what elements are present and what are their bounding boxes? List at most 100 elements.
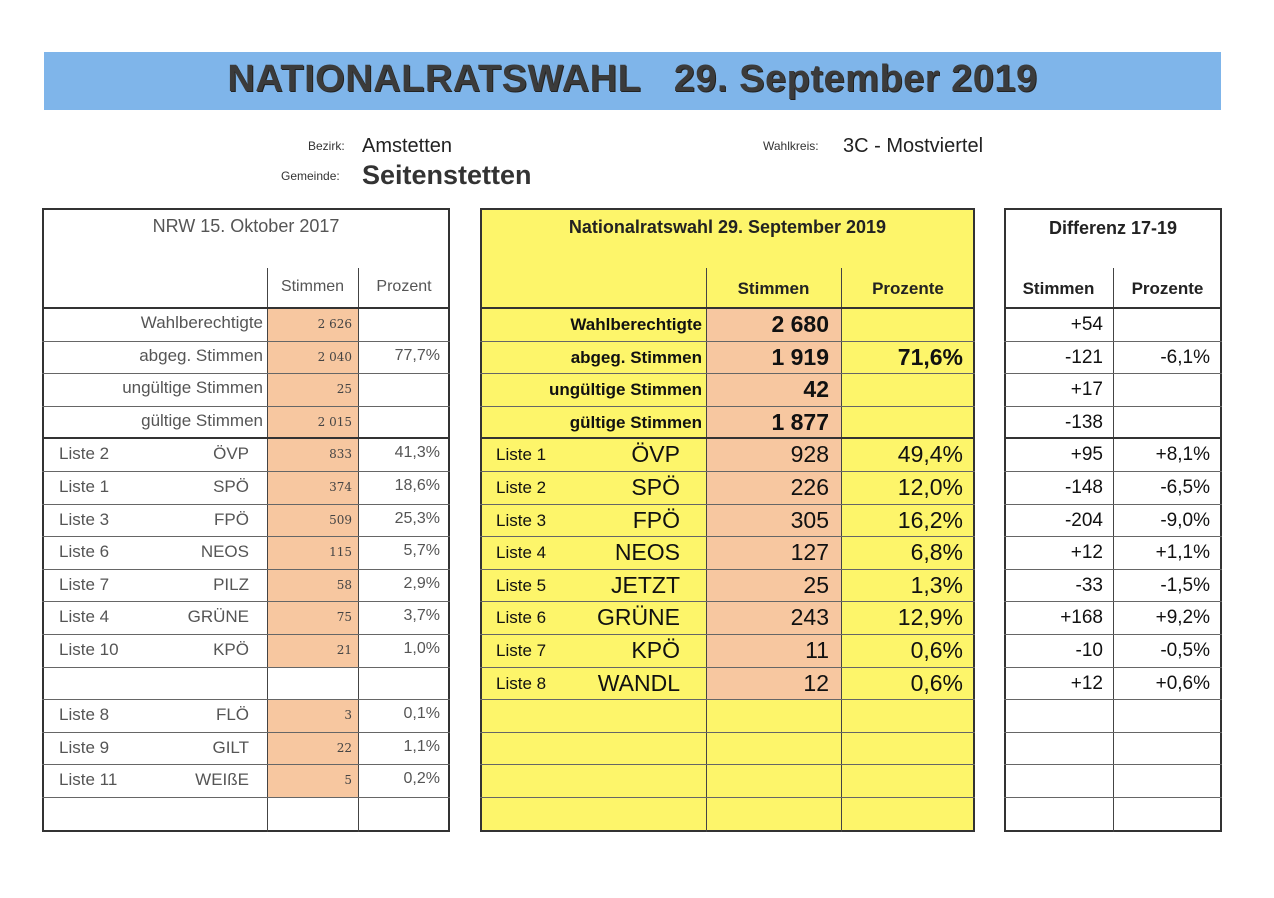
stimmen-highlight [268, 732, 358, 765]
differenz-prozent: -6,5% [1160, 477, 1210, 498]
grid-line [1004, 797, 1222, 798]
summary-label: ungültige Stimmen [122, 378, 263, 398]
grid-line [42, 536, 450, 538]
summary-label: abgeg. Stimmen [570, 347, 702, 367]
liste-label: Liste 9 [59, 737, 110, 757]
grid-line [42, 503, 450, 505]
grid-line [1004, 634, 1222, 635]
liste-label: Liste 8 [496, 673, 547, 693]
liste-label: Liste 2 [59, 444, 110, 464]
grid-line [480, 536, 975, 538]
stimmen-value: 115 [329, 545, 352, 560]
grid-line [1004, 340, 1222, 342]
stimmen-value: 21 [336, 643, 352, 657]
liste-label: Liste 5 [496, 575, 547, 595]
page-title: NATIONALRATSWAHL 29. September 2019 [227, 58, 1038, 100]
differenz-prozent: +1,1% [1155, 542, 1210, 564]
partei-label: FPÖ [632, 506, 680, 533]
table-2017 [42, 208, 450, 832]
differenz-stimmen: +168 [1060, 607, 1103, 629]
table-2017-title: NRW 15. Oktober 2017 [152, 216, 340, 236]
partei-label: GRÜNE [187, 607, 249, 627]
stimmen-value: 127 [790, 539, 829, 566]
bezirk-value: Amstetten [362, 135, 453, 157]
prozent-value: 3,7% [403, 607, 440, 625]
grid-line [1004, 699, 1222, 701]
grid-line [841, 268, 842, 832]
differenz-stimmen: +95 [1070, 444, 1103, 466]
prozent-value: 1,1% [403, 737, 440, 755]
col-header-prozente: Prozente [872, 279, 944, 298]
partei-label: FPÖ [214, 509, 249, 529]
liste-label: Liste 10 [59, 640, 119, 659]
grid-line [42, 568, 450, 570]
differenz-stimmen: -33 [1075, 574, 1103, 596]
stimmen-value: 1 877 [771, 408, 829, 435]
liste-label: Liste 2 [496, 478, 547, 497]
summary-label: ungültige Stimmen [549, 380, 702, 400]
prozent-value: 0,2% [403, 770, 440, 788]
grid-line [1004, 503, 1222, 505]
grid-line [480, 568, 975, 570]
stimmen-highlight [707, 341, 841, 374]
prozent-value: 2,9% [403, 574, 440, 592]
grid-line [267, 268, 268, 832]
grid-line [42, 437, 450, 440]
prozent-value: 41,3% [394, 444, 440, 462]
grid-line [480, 764, 975, 766]
grid-line [706, 268, 707, 832]
prozent-value: 12,9% [897, 604, 963, 631]
stimmen-value: 75 [336, 610, 352, 625]
grid-line [1004, 471, 1222, 472]
differenz-stimmen: +12 [1070, 672, 1103, 694]
stimmen-value: 42 [803, 376, 829, 403]
differenz-stimmen: +54 [1070, 314, 1103, 335]
grid-line [1004, 373, 1222, 375]
wahlkreis-label: Wahlkreis: [763, 139, 819, 153]
liste-label: Liste 4 [496, 543, 547, 563]
prozent-value: 25,3% [394, 509, 440, 527]
liste-label: Liste 6 [496, 608, 547, 628]
stimmen-highlight [268, 700, 358, 732]
grid-line [42, 764, 450, 766]
liste-label: Liste 6 [59, 542, 110, 562]
prozent-value: 6,8% [910, 539, 963, 566]
liste-label: Liste 3 [496, 510, 547, 530]
stimmen-highlight [707, 439, 841, 471]
gemeinde-label: Gemeinde: [281, 169, 340, 183]
prozent-value: 71,6% [897, 343, 963, 370]
stimmen-value: 3 [344, 708, 352, 723]
stimmen-highlight [268, 309, 358, 341]
col-header-stimmen: Stimmen [1022, 279, 1095, 298]
stimmen-highlight [707, 374, 841, 406]
liste-label: Liste 4 [59, 607, 110, 627]
partei-label: SPÖ [213, 477, 249, 496]
summary-label: Wahlberechtigte [140, 313, 263, 332]
grid-line [42, 340, 450, 342]
grid-line [1004, 666, 1222, 668]
stimmen-highlight [268, 569, 358, 602]
stimmen-value: 25 [803, 571, 829, 598]
differenz-stimmen: -10 [1075, 640, 1103, 661]
liste-label: Liste 1 [59, 477, 110, 496]
stimmen-value: 58 [336, 577, 352, 592]
grid-line [480, 503, 975, 505]
summary-label: gültige Stimmen [141, 410, 263, 430]
stimmen-highlight [268, 341, 358, 374]
partei-label: JETZT [611, 571, 680, 598]
grid-line [480, 405, 975, 407]
prozent-value: 12,0% [897, 474, 963, 500]
stimmen-highlight [707, 406, 841, 439]
grid-line [1004, 536, 1222, 538]
stimmen-highlight [268, 765, 358, 797]
partei-label: FLÖ [215, 705, 249, 725]
grid-line [42, 797, 450, 798]
grid-line [480, 666, 975, 668]
stimmen-highlight [707, 667, 841, 700]
prozent-value: 1,0% [403, 640, 440, 657]
partei-label: ÖVP [213, 444, 249, 464]
liste-label: Liste 7 [59, 574, 110, 594]
grid-line [480, 634, 975, 635]
grid-line [480, 307, 975, 309]
summary-label: Wahlberechtigte [570, 315, 702, 334]
